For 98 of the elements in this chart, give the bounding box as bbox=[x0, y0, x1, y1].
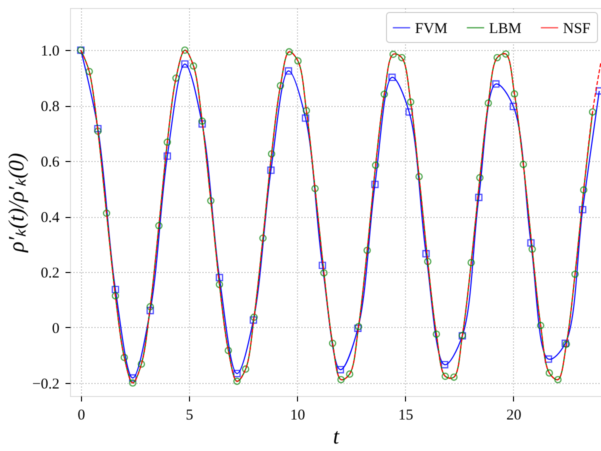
point bbox=[336, 366, 344, 374]
point bbox=[250, 316, 258, 324]
point bbox=[510, 102, 518, 110]
point bbox=[190, 62, 198, 70]
x-tick-label: 20 bbox=[506, 408, 522, 424]
point bbox=[233, 370, 241, 378]
point bbox=[328, 340, 336, 347]
x-tick-label: 15 bbox=[398, 408, 414, 424]
point bbox=[492, 80, 500, 88]
point bbox=[544, 355, 552, 363]
point bbox=[268, 150, 276, 158]
x-tick-label: 10 bbox=[290, 408, 306, 424]
point bbox=[371, 180, 379, 188]
point bbox=[129, 374, 136, 382]
point bbox=[440, 360, 448, 368]
point bbox=[285, 48, 293, 56]
point bbox=[578, 206, 586, 214]
x-tick-label: 0 bbox=[78, 408, 86, 424]
point bbox=[242, 365, 250, 373]
point bbox=[284, 67, 292, 75]
point bbox=[146, 303, 154, 310]
point bbox=[484, 99, 492, 107]
point bbox=[546, 369, 553, 377]
point bbox=[294, 57, 302, 65]
point bbox=[337, 376, 345, 384]
point bbox=[475, 194, 482, 202]
point bbox=[571, 270, 579, 278]
point bbox=[233, 378, 241, 385]
legend-label: LBM bbox=[489, 20, 522, 37]
point bbox=[216, 280, 224, 288]
point bbox=[442, 372, 449, 380]
point bbox=[422, 250, 430, 258]
point bbox=[276, 82, 284, 90]
y-tick-label: 0.6 bbox=[40, 154, 60, 171]
point bbox=[259, 234, 267, 242]
point bbox=[476, 174, 484, 182]
point bbox=[536, 322, 544, 330]
point bbox=[129, 379, 136, 387]
point bbox=[450, 373, 458, 381]
point bbox=[138, 360, 146, 368]
legend-label: FVM bbox=[415, 20, 448, 37]
point bbox=[224, 346, 232, 354]
legend-label: NSF bbox=[563, 20, 591, 37]
point bbox=[207, 197, 214, 204]
point bbox=[502, 50, 510, 58]
point bbox=[398, 54, 406, 62]
y-tick-label: 0.8 bbox=[40, 99, 60, 116]
point bbox=[94, 124, 102, 132]
point bbox=[405, 108, 413, 116]
point bbox=[155, 222, 163, 230]
y-axis-title: ρ′ₖ(t)/ρ′ₖ(0) bbox=[3, 152, 28, 254]
point bbox=[94, 127, 102, 135]
point bbox=[250, 314, 258, 321]
point bbox=[164, 152, 172, 160]
point bbox=[554, 376, 562, 384]
point bbox=[198, 120, 206, 128]
y-tick-label: 0 bbox=[52, 320, 60, 337]
point bbox=[181, 46, 189, 54]
point bbox=[164, 138, 172, 146]
x-axis-title: t bbox=[332, 424, 340, 448]
point bbox=[181, 60, 189, 68]
point bbox=[432, 330, 440, 338]
point bbox=[406, 98, 414, 106]
point bbox=[468, 258, 475, 266]
point bbox=[527, 239, 535, 247]
point bbox=[424, 258, 432, 266]
y-tick-label: 1.0 bbox=[40, 44, 60, 60]
point bbox=[388, 74, 396, 82]
x-tick-label: 5 bbox=[186, 408, 194, 424]
point bbox=[112, 292, 120, 300]
point bbox=[318, 262, 326, 270]
point bbox=[216, 274, 224, 282]
y-tick-label: 0.4 bbox=[40, 210, 60, 226]
point bbox=[389, 50, 397, 58]
point bbox=[372, 162, 380, 169]
point bbox=[172, 74, 180, 82]
point bbox=[198, 117, 206, 125]
point bbox=[267, 166, 275, 174]
point bbox=[302, 114, 310, 122]
point bbox=[146, 306, 154, 314]
point bbox=[102, 210, 110, 217]
point bbox=[520, 160, 528, 168]
point bbox=[364, 246, 371, 254]
point bbox=[528, 246, 536, 253]
point bbox=[510, 90, 518, 98]
y-tick-label: 0.2 bbox=[40, 266, 60, 282]
point bbox=[311, 184, 319, 192]
point bbox=[302, 106, 310, 114]
point bbox=[120, 354, 128, 362]
point bbox=[415, 172, 423, 180]
point bbox=[380, 90, 388, 98]
point bbox=[580, 186, 588, 194]
point bbox=[86, 68, 93, 76]
point bbox=[320, 269, 328, 277]
point bbox=[493, 54, 501, 62]
y-tick-label: −0.2 bbox=[32, 376, 60, 392]
point bbox=[112, 286, 120, 294]
point bbox=[346, 370, 354, 378]
